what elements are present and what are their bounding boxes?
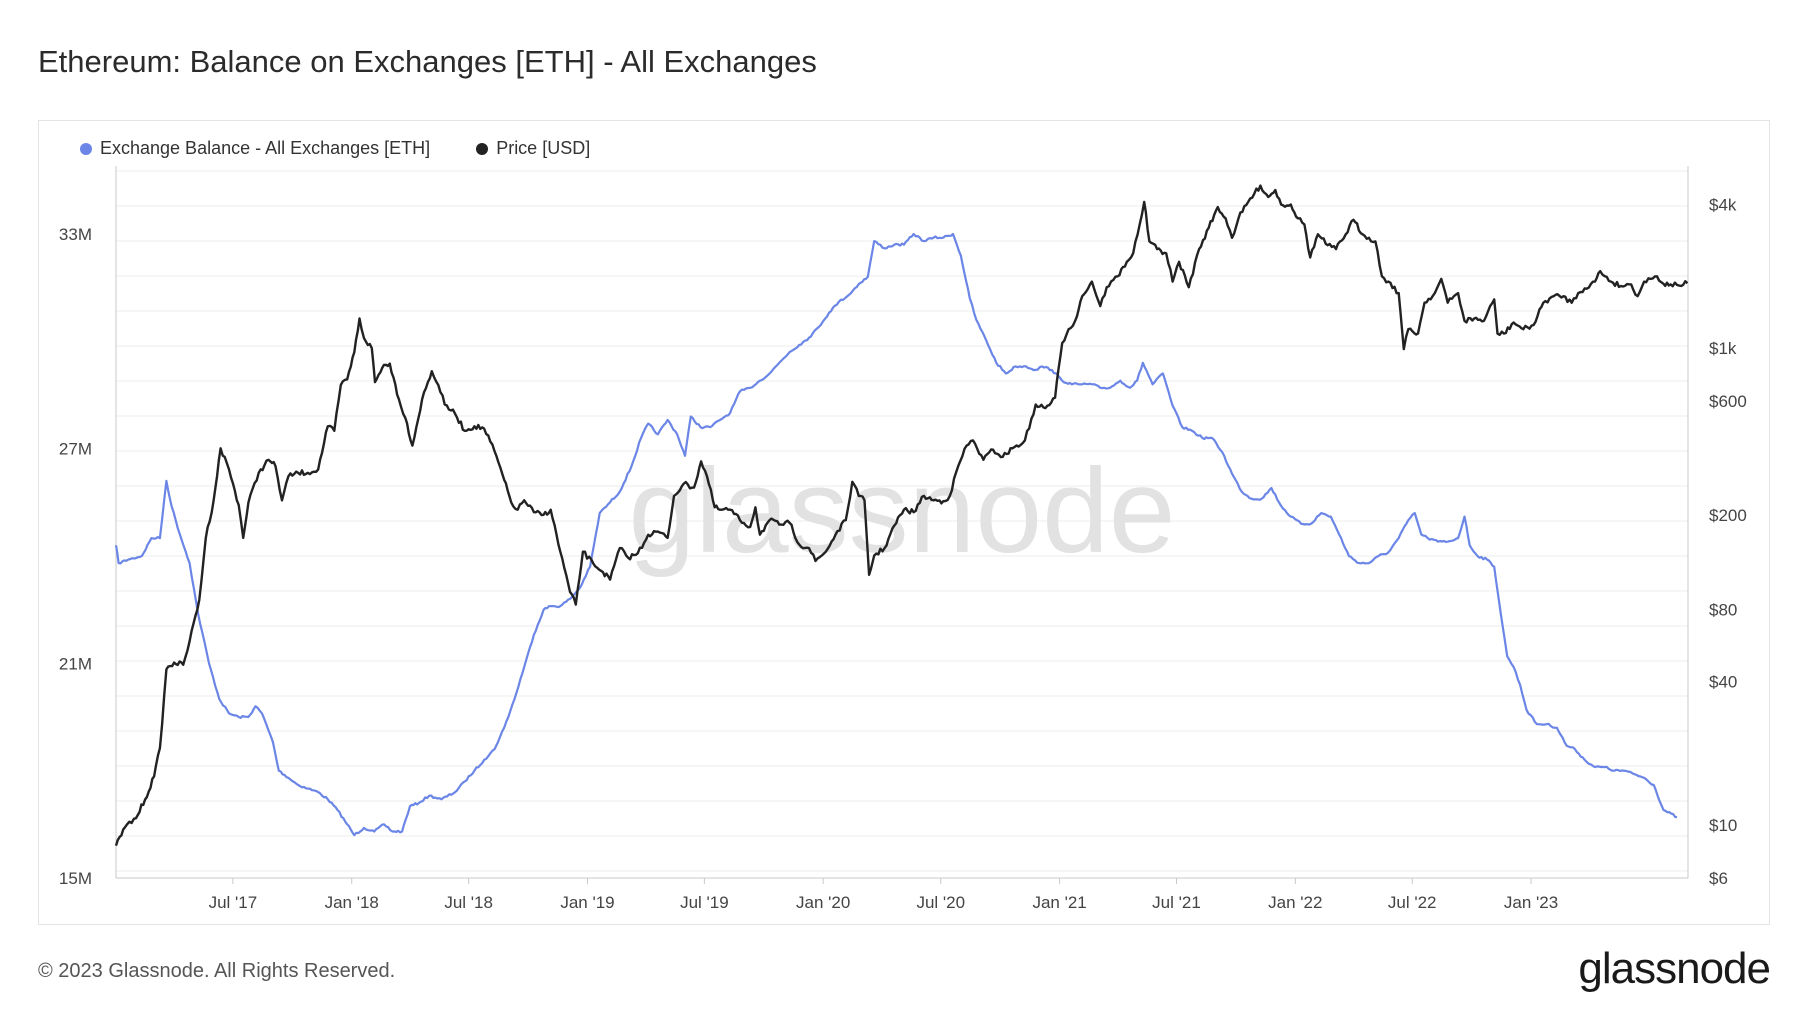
legend-label-balance: Exchange Balance - All Exchanges [ETH] <box>100 138 431 158</box>
left-tick-label: 27M <box>59 440 92 459</box>
x-tick-label: Jan '22 <box>1268 893 1322 912</box>
x-tick-label: Jul '21 <box>1152 893 1201 912</box>
series-line-price <box>114 184 1689 846</box>
x-tick-label: Jan '18 <box>325 893 379 912</box>
x-tick-label: Jan '21 <box>1032 893 1086 912</box>
left-tick-label: 33M <box>59 225 92 244</box>
brand-logo: glassnode <box>1578 944 1771 993</box>
right-tick-label: $10 <box>1709 816 1737 835</box>
legend-dot-balance <box>80 142 92 155</box>
x-tick-label: Jul '17 <box>209 893 258 912</box>
legend-item-price[interactable]: Price [USD] <box>476 138 590 159</box>
chart-panel <box>38 120 1770 925</box>
series-line-exchange-balance <box>114 232 1678 837</box>
legend-dot-price <box>476 142 489 155</box>
copyright-footer: © 2023 Glassnode. All Rights Reserved. <box>38 960 396 982</box>
x-tick-label: Jul '22 <box>1388 893 1437 912</box>
x-tick-label: Jan '19 <box>560 893 614 912</box>
x-tick-label: Jul '20 <box>916 893 965 912</box>
legend-item-balance[interactable]: Exchange Balance - All Exchanges [ETH] <box>80 138 430 159</box>
right-tick-label: $1k <box>1709 339 1737 358</box>
x-tick-label: Jul '18 <box>444 893 493 912</box>
x-tick-label: Jul '19 <box>680 893 729 912</box>
legend: Exchange Balance - All Exchanges [ETH] P… <box>80 138 590 159</box>
x-tick-label: Jan '23 <box>1504 893 1558 912</box>
x-tick-label: Jan '20 <box>796 893 850 912</box>
left-tick-label: 15M <box>59 869 92 888</box>
legend-label-price: Price [USD] <box>496 138 591 158</box>
right-tick-label: $80 <box>1709 601 1737 620</box>
right-tick-label: $40 <box>1709 672 1737 691</box>
left-tick-label: 21M <box>59 654 92 673</box>
right-tick-label: $600 <box>1709 392 1747 411</box>
right-tick-label: $4k <box>1709 195 1737 214</box>
right-tick-label: $6 <box>1709 869 1728 888</box>
right-tick-label: $200 <box>1709 506 1747 525</box>
chart-title: Ethereum: Balance on Exchanges [ETH] - A… <box>38 44 817 79</box>
